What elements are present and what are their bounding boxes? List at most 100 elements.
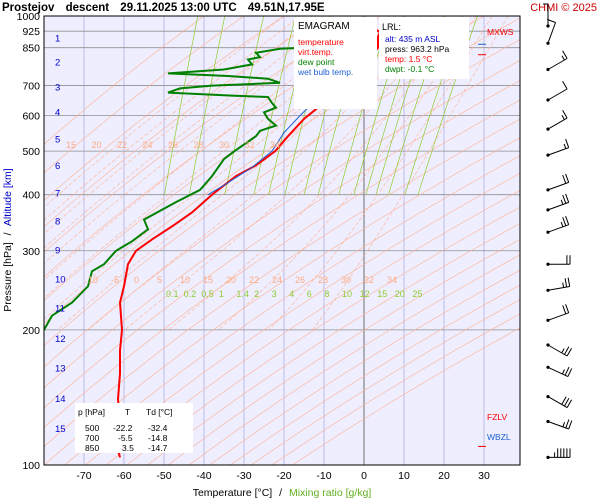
wind-barb-dot bbox=[546, 343, 550, 347]
mixing-ratio-label: 0.5 bbox=[201, 289, 214, 299]
moist-adiabat bbox=[44, 16, 365, 281]
wind-barb-staff bbox=[547, 22, 556, 44]
table-row: 850 3.5 -14.7 bbox=[85, 443, 168, 453]
fzlv-label: FZLV bbox=[487, 412, 507, 422]
table-row: 500 -22.2 -32.4 bbox=[85, 423, 168, 433]
y-tick-label: 700 bbox=[22, 81, 40, 93]
plot-frame bbox=[43, 15, 521, 466]
wind-barb bbox=[546, 304, 570, 322]
altitude-tick-label: 7 bbox=[55, 188, 60, 199]
wind-barb-dot bbox=[546, 395, 550, 399]
sounding-datetime: 29.11.2025 13:00 UTC bbox=[120, 2, 236, 14]
svg-text:p [hPa] T Td [°C]: p [hPa] T Td [°C] bbox=[78, 407, 173, 417]
wind-barb-feather bbox=[563, 346, 570, 355]
wind-barb-feather bbox=[565, 419, 570, 429]
lrl-box: LRL: alt: 435 m ASL press: 963.2 hPa tem… bbox=[379, 17, 469, 79]
wind-barb-feather bbox=[567, 368, 573, 377]
dry-adiabat bbox=[105, 190, 520, 465]
wind-barb-staff bbox=[547, 58, 568, 70]
mixing-ratio-label: 2 bbox=[254, 289, 259, 299]
wind-barb-dot bbox=[546, 41, 550, 45]
wind-barb-feather bbox=[565, 304, 570, 313]
altitude-tick-label: 3 bbox=[55, 82, 60, 93]
wind-barb-half-feather bbox=[561, 115, 565, 120]
dry-adiabat bbox=[44, 16, 205, 145]
wind-barb bbox=[546, 419, 573, 430]
table-row: 700 -5.5 -14.8 bbox=[85, 433, 168, 443]
altitude-tick-label: 12 bbox=[55, 334, 66, 345]
mixing-ratio-line bbox=[417, 16, 478, 195]
legend-wet-bulb: wet bulb temp. bbox=[297, 67, 353, 77]
adiabat-label-upper: 26 bbox=[168, 140, 178, 150]
plot-background bbox=[44, 16, 520, 465]
wind-barb-feather bbox=[565, 138, 570, 148]
dry-adiabat bbox=[126, 206, 520, 465]
altitude-tick-label: 2 bbox=[55, 57, 60, 68]
wind-barb-feather bbox=[562, 217, 567, 226]
wind-barb-half-feather bbox=[560, 199, 564, 205]
mixing-ratio-label: 8 bbox=[324, 289, 329, 299]
wind-barb-feather bbox=[566, 347, 573, 357]
mixing-ratio-label: 10 bbox=[342, 289, 352, 299]
table-header-pressure: p [hPa] bbox=[78, 407, 105, 417]
moist-adiabat bbox=[124, 16, 445, 331]
mixing-ratio-line bbox=[253, 16, 296, 195]
adiabat-label-mid: 32 bbox=[364, 275, 374, 285]
wind-barb-feather bbox=[562, 305, 567, 314]
series-dew-point-line bbox=[44, 23, 366, 332]
adiabat-label-mid: 15 bbox=[203, 275, 213, 285]
wind-barb-staff bbox=[547, 181, 569, 191]
wind-barb-feather bbox=[562, 110, 568, 119]
mixing-ratio-label: 6 bbox=[307, 289, 312, 299]
wind-barb-half-feather bbox=[560, 221, 564, 227]
legend-title: EMAGRAM bbox=[298, 21, 350, 32]
y-tick-label: 1000 bbox=[17, 11, 41, 23]
dry-adiabat bbox=[188, 254, 520, 465]
moist-adiabat bbox=[312, 16, 509, 330]
wind-barb-feather bbox=[564, 278, 568, 288]
altitude-tick-label: 14 bbox=[55, 394, 66, 405]
x-tick-label: -60 bbox=[116, 470, 131, 482]
wind-barb bbox=[546, 448, 571, 459]
adiabat-label-upper: 22 bbox=[117, 140, 127, 150]
x-tick-label: -10 bbox=[316, 470, 331, 482]
wind-barb-dot bbox=[546, 153, 550, 157]
wind-barb bbox=[546, 173, 570, 192]
wind-barb-feather bbox=[562, 50, 568, 59]
adiabat-label-mid: 28 bbox=[318, 275, 328, 285]
data-table: p [hPa] T Td [°C] 500 -22.2 -32.4 700 -5… bbox=[75, 403, 193, 453]
wind-barb-half-feather bbox=[561, 348, 565, 354]
wind-barb-dot bbox=[546, 365, 550, 369]
altitude-tick-label: 10 bbox=[55, 275, 66, 286]
dry-adiabat bbox=[44, 99, 520, 428]
wind-barb-feather bbox=[568, 420, 573, 430]
table-header-dewpoint: Td [°C] bbox=[146, 407, 173, 417]
wind-barb-staff bbox=[547, 147, 569, 156]
dry-adiabat bbox=[44, 137, 520, 465]
x-axis-title: Temperature [°C] / Mixing ratio [g/kg] bbox=[193, 487, 372, 499]
wind-barb-dot bbox=[546, 318, 550, 322]
wind-barb bbox=[546, 395, 573, 409]
dry-adiabat bbox=[230, 284, 520, 465]
wind-barb bbox=[546, 110, 568, 131]
wind-barb-staff bbox=[547, 117, 568, 130]
mixing-ratio-label: 12 bbox=[360, 289, 370, 299]
moist-adiabat bbox=[44, 16, 285, 208]
altitude-tick-label: 6 bbox=[55, 161, 60, 172]
legend-temperature: temperature bbox=[298, 37, 344, 47]
adiabat-label-upper: 34 bbox=[270, 140, 280, 150]
wind-barb bbox=[546, 80, 568, 102]
adiabat-label-upper: 28 bbox=[194, 140, 204, 150]
y-tick-label: 400 bbox=[22, 190, 40, 202]
label-layer: -70 -60 -50 -40 -30 -20 -10 0 10 20 30100200300400… bbox=[17, 11, 490, 482]
wind-barb-half-feather bbox=[563, 143, 567, 149]
wind-barb bbox=[543, 3, 550, 28]
wind-barb-staff bbox=[547, 344, 568, 357]
wind-barb-staff bbox=[547, 224, 569, 233]
moist-adiabat bbox=[168, 16, 461, 331]
wind-barb bbox=[546, 216, 570, 234]
sounding-mode: descent bbox=[66, 2, 110, 14]
y-tick-label: 850 bbox=[22, 43, 40, 55]
adiabat-label-mid: 20 bbox=[226, 275, 236, 285]
